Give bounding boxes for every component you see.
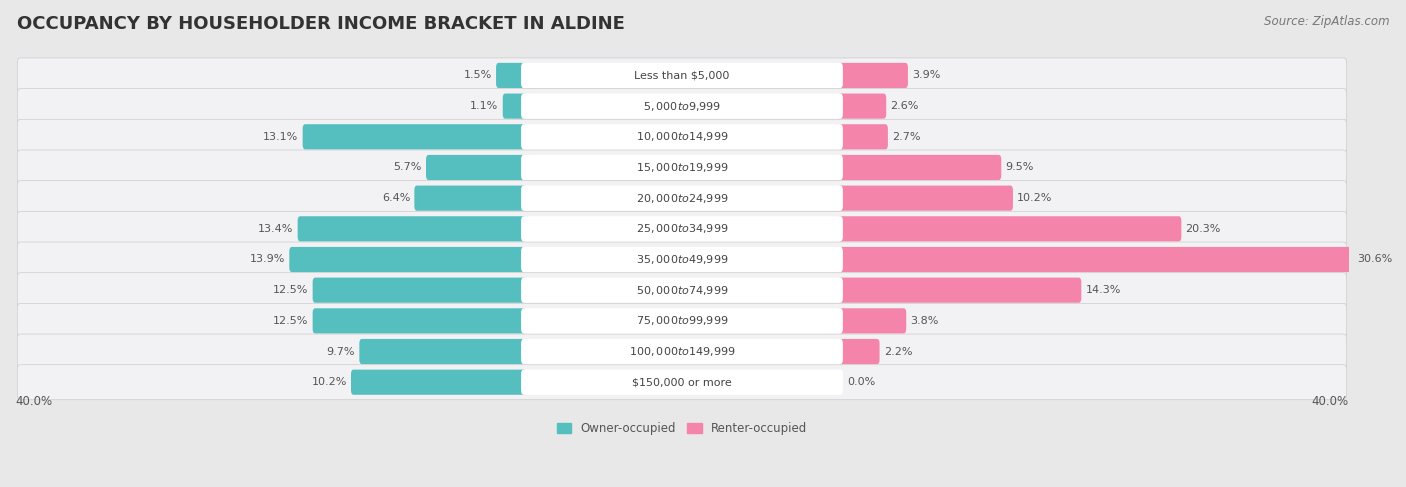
FancyBboxPatch shape [522,216,842,242]
Text: $15,000 to $19,999: $15,000 to $19,999 [636,161,728,174]
Text: 12.5%: 12.5% [273,316,308,326]
Text: 13.9%: 13.9% [250,255,285,264]
Text: $150,000 or more: $150,000 or more [633,377,733,387]
FancyBboxPatch shape [17,58,1347,93]
Text: 5.7%: 5.7% [394,163,422,172]
FancyBboxPatch shape [522,186,842,211]
Text: 0.0%: 0.0% [846,377,876,387]
FancyBboxPatch shape [298,216,526,242]
FancyBboxPatch shape [522,370,842,395]
FancyBboxPatch shape [17,181,1347,216]
FancyBboxPatch shape [522,63,842,88]
Text: 12.5%: 12.5% [273,285,308,295]
Text: 40.0%: 40.0% [15,395,52,408]
FancyBboxPatch shape [838,94,886,119]
Text: 1.5%: 1.5% [464,71,492,80]
FancyBboxPatch shape [312,278,526,303]
FancyBboxPatch shape [415,186,526,211]
Text: $25,000 to $34,999: $25,000 to $34,999 [636,223,728,235]
FancyBboxPatch shape [838,308,907,334]
Text: 13.1%: 13.1% [263,132,298,142]
Text: $5,000 to $9,999: $5,000 to $9,999 [643,100,721,112]
FancyBboxPatch shape [302,124,526,150]
FancyBboxPatch shape [522,339,842,364]
FancyBboxPatch shape [290,247,526,272]
FancyBboxPatch shape [17,242,1347,277]
Text: 1.1%: 1.1% [470,101,499,111]
FancyBboxPatch shape [838,216,1181,242]
Text: 20.3%: 20.3% [1185,224,1220,234]
FancyBboxPatch shape [352,370,526,395]
Text: 2.7%: 2.7% [891,132,921,142]
Text: $75,000 to $99,999: $75,000 to $99,999 [636,314,728,327]
Text: Less than $5,000: Less than $5,000 [634,71,730,80]
FancyBboxPatch shape [522,155,842,180]
FancyBboxPatch shape [17,334,1347,369]
FancyBboxPatch shape [838,124,889,150]
FancyBboxPatch shape [838,63,908,88]
FancyBboxPatch shape [17,150,1347,185]
FancyBboxPatch shape [426,155,526,180]
Text: 30.6%: 30.6% [1357,255,1392,264]
Text: $35,000 to $49,999: $35,000 to $49,999 [636,253,728,266]
Text: 10.2%: 10.2% [312,377,347,387]
FancyBboxPatch shape [17,89,1347,124]
Text: Source: ZipAtlas.com: Source: ZipAtlas.com [1264,15,1389,28]
FancyBboxPatch shape [503,94,526,119]
FancyBboxPatch shape [522,94,842,119]
Text: 10.2%: 10.2% [1017,193,1053,203]
FancyBboxPatch shape [312,308,526,334]
Text: 14.3%: 14.3% [1085,285,1121,295]
FancyBboxPatch shape [522,124,842,150]
Text: 2.6%: 2.6% [890,101,918,111]
FancyBboxPatch shape [838,339,880,364]
FancyBboxPatch shape [17,365,1347,400]
Text: 2.2%: 2.2% [884,347,912,356]
Text: 6.4%: 6.4% [382,193,411,203]
Text: 3.8%: 3.8% [911,316,939,326]
Text: $20,000 to $24,999: $20,000 to $24,999 [636,192,728,205]
FancyBboxPatch shape [360,339,526,364]
FancyBboxPatch shape [522,247,842,272]
Text: 9.7%: 9.7% [326,347,356,356]
Text: $10,000 to $14,999: $10,000 to $14,999 [636,131,728,143]
Text: 13.4%: 13.4% [259,224,294,234]
FancyBboxPatch shape [17,273,1347,308]
FancyBboxPatch shape [17,303,1347,338]
FancyBboxPatch shape [496,63,526,88]
Text: OCCUPANCY BY HOUSEHOLDER INCOME BRACKET IN ALDINE: OCCUPANCY BY HOUSEHOLDER INCOME BRACKET … [17,15,624,33]
FancyBboxPatch shape [522,308,842,334]
Text: $50,000 to $74,999: $50,000 to $74,999 [636,283,728,297]
FancyBboxPatch shape [522,278,842,303]
FancyBboxPatch shape [17,119,1347,154]
Text: 3.9%: 3.9% [912,71,941,80]
Text: 40.0%: 40.0% [1312,395,1348,408]
FancyBboxPatch shape [838,247,1353,272]
FancyBboxPatch shape [838,186,1012,211]
FancyBboxPatch shape [838,278,1081,303]
Legend: Owner-occupied, Renter-occupied: Owner-occupied, Renter-occupied [553,417,813,440]
Text: 9.5%: 9.5% [1005,163,1033,172]
Text: $100,000 to $149,999: $100,000 to $149,999 [628,345,735,358]
FancyBboxPatch shape [838,155,1001,180]
FancyBboxPatch shape [17,211,1347,246]
